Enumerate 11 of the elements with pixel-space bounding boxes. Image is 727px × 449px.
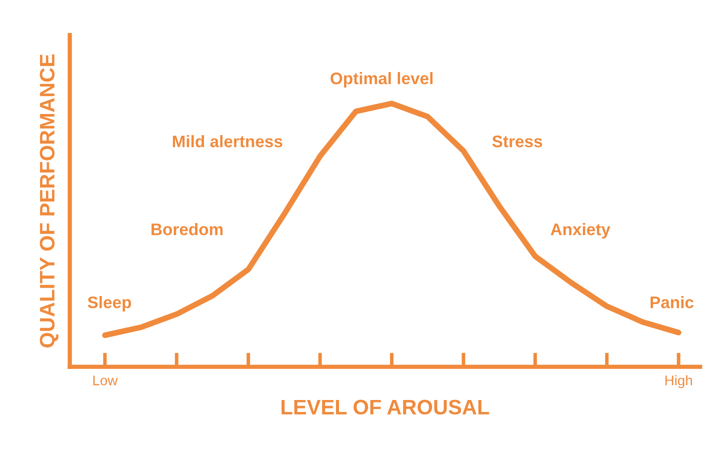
x-tick-label: Low xyxy=(93,376,118,386)
annotation: Anxiety xyxy=(550,223,610,239)
text: Optimal level xyxy=(330,72,432,88)
y-axis-title: QUALITY OF PERFORMANCE xyxy=(40,54,58,348)
annotation: Sleep xyxy=(88,296,132,312)
x-axis-title: LEVEL OF AROUSAL xyxy=(282,400,490,415)
x-tick-label: High xyxy=(665,375,692,388)
annotation: Panic xyxy=(650,296,694,308)
annotation: Stress xyxy=(492,136,542,148)
annotation: Mild alertness xyxy=(172,135,282,148)
annotation: Boredom xyxy=(152,223,223,236)
